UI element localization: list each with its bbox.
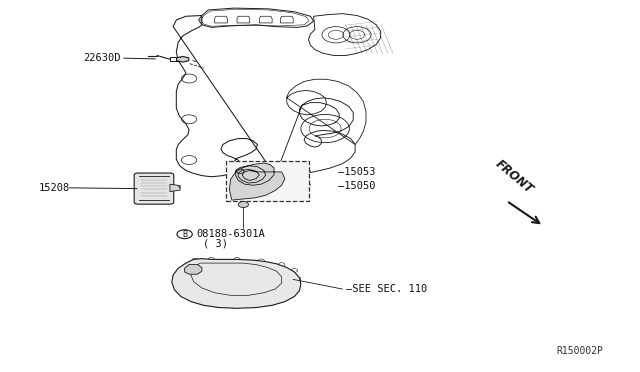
FancyBboxPatch shape <box>226 161 309 201</box>
Text: 22630D: 22630D <box>84 53 121 63</box>
Text: —SEE SEC. 110: —SEE SEC. 110 <box>346 284 427 294</box>
Polygon shape <box>177 57 189 62</box>
Text: 15208: 15208 <box>39 183 70 193</box>
Circle shape <box>238 202 248 208</box>
Text: 08188-6301A: 08188-6301A <box>196 229 266 239</box>
Text: ( 3): ( 3) <box>203 238 228 248</box>
Text: B: B <box>182 230 187 239</box>
Polygon shape <box>170 184 180 192</box>
Text: —15053: —15053 <box>338 167 376 177</box>
Text: FRONT: FRONT <box>492 158 535 196</box>
Text: —15050: —15050 <box>338 181 376 191</box>
FancyBboxPatch shape <box>134 173 173 204</box>
Polygon shape <box>172 259 301 308</box>
Polygon shape <box>184 264 202 274</box>
Polygon shape <box>229 163 285 200</box>
Text: R150002P: R150002P <box>556 346 604 356</box>
